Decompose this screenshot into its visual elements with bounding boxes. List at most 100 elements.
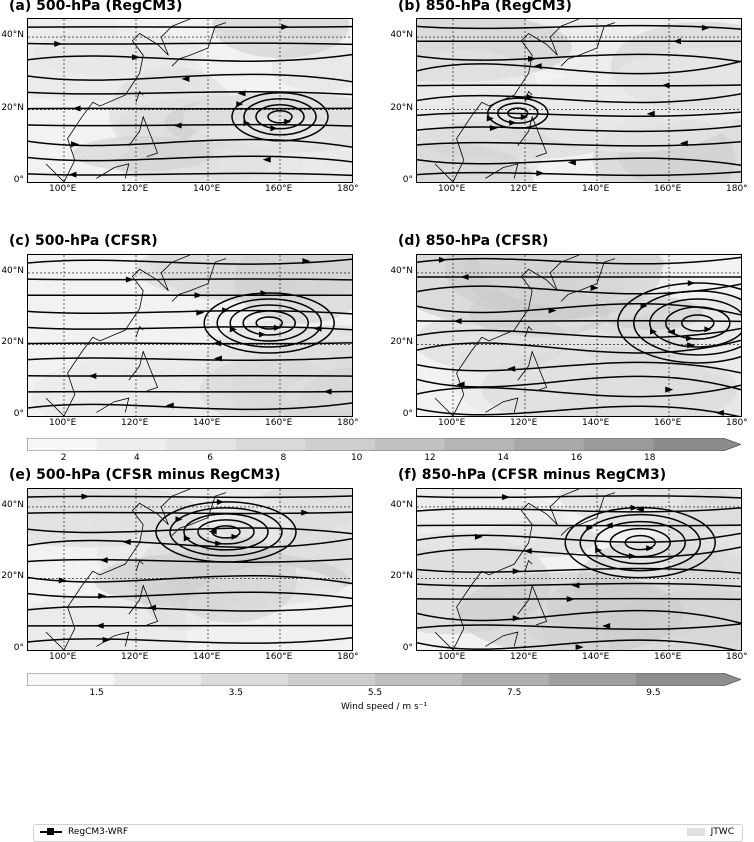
lon-tick-label: 100°E	[438, 418, 466, 428]
colorbar-tick-label: 18	[644, 453, 656, 463]
lon-tick-label: 120°E	[121, 652, 149, 662]
streamline-map-e	[27, 488, 353, 651]
colorbar-segment	[235, 438, 306, 451]
colorbar-tick-label: 4	[134, 453, 140, 463]
lon-tick-label: 180°	[337, 652, 359, 662]
lon-tick-label: 120°E	[121, 184, 149, 194]
colorbar-segment	[653, 438, 724, 451]
lon-tick-label: 160°E	[265, 652, 293, 662]
streamline-map-a	[27, 18, 353, 183]
colorbar-segment	[375, 673, 463, 686]
lon-tick-label: 120°E	[121, 418, 149, 428]
lat-tick-label: 0°	[13, 409, 24, 419]
colorbar-tick-label: 5.5	[367, 688, 383, 698]
lon-tick-label: 120°E	[510, 652, 538, 662]
streamline-map-d	[416, 254, 742, 417]
colorbar-segment	[636, 673, 724, 686]
lon-tick-label: 100°E	[438, 184, 466, 194]
map-svg-b	[417, 19, 741, 182]
legend-item-regcm3-wrf: RegCM3-WRF	[40, 827, 128, 837]
lon-tick-label: 140°E	[193, 184, 221, 194]
colorbar-tick-label: 2	[60, 453, 67, 463]
colorbar-extend-arrow	[723, 673, 741, 686]
lon-tick-label: 100°E	[438, 652, 466, 662]
colorbar-segment	[549, 673, 637, 686]
colorbar-tick-label: 7.5	[507, 688, 522, 698]
colorbar-segment	[444, 438, 515, 451]
lat-tick-label: 40°N	[1, 30, 24, 41]
lon-tick-label: 120°E	[510, 184, 538, 194]
lon-tick-label: 160°E	[654, 184, 682, 194]
lon-tick-label: 180°	[726, 418, 748, 428]
map-svg-e	[28, 489, 352, 650]
legend-item-jtwc: JTWC	[686, 827, 734, 837]
lon-tick-label: 180°	[726, 184, 748, 194]
panel-title-e: (e) 500-hPa (CFSR minus RegCM3)	[9, 467, 281, 483]
colorbar-segment	[27, 673, 115, 686]
lon-tick-label: 140°E	[582, 184, 610, 194]
lon-tick-label: 160°E	[265, 184, 293, 194]
panel-title-d: (d) 850-hPa (CFSR)	[398, 233, 549, 249]
lat-tick-label: 20°N	[390, 102, 413, 113]
colorbar-segment	[114, 673, 202, 686]
lon-tick-label: 180°	[726, 652, 748, 662]
colorbar-segment	[305, 438, 376, 451]
colorbar-tick-label: 8	[280, 453, 287, 463]
legend-label-jtwc: JTWC	[710, 827, 734, 837]
legend-label-regcm3-wrf: RegCM3-WRF	[68, 827, 129, 837]
colorbar-svg	[26, 672, 743, 687]
lon-tick-label: 100°E	[49, 184, 77, 194]
colorbar-segment	[583, 438, 654, 451]
colorbar-tick-label: 9.5	[646, 688, 661, 698]
streamline-map-b	[416, 18, 742, 183]
colorbar-svg	[26, 437, 743, 452]
colorbar-tick-label: 16	[570, 453, 583, 463]
lat-tick-label: 40°N	[390, 265, 413, 276]
panel-title-c: (c) 500-hPa (CFSR)	[9, 233, 158, 249]
colorbar-bottom	[26, 671, 743, 687]
panel-title-f: (f) 850-hPa (CFSR minus RegCM3)	[398, 467, 667, 483]
streamline-map-c	[27, 254, 353, 417]
colorbar-bottom-title: Wind speed / m s⁻¹	[340, 702, 428, 712]
colorbar-tick-label: 1.5	[89, 688, 104, 698]
lon-tick-label: 140°E	[582, 418, 610, 428]
lon-tick-label: 160°E	[265, 418, 293, 428]
lat-tick-label: 0°	[402, 409, 413, 419]
lon-tick-label: 140°E	[193, 418, 221, 428]
colorbar-top	[26, 436, 743, 452]
colorbar-segment	[27, 438, 98, 451]
lat-tick-label: 40°N	[390, 499, 413, 510]
colorbar-tick-label: 14	[497, 453, 509, 463]
lat-tick-label: 0°	[13, 175, 24, 185]
map-svg-a	[28, 19, 352, 182]
lon-tick-label: 120°E	[510, 418, 538, 428]
colorbar-tick-label: 3.5	[228, 688, 243, 698]
lat-tick-label: 0°	[402, 175, 413, 185]
lat-tick-label: 20°N	[390, 337, 413, 348]
map-svg-f	[417, 489, 741, 650]
lon-tick-label: 160°E	[654, 652, 682, 662]
lon-tick-label: 100°E	[49, 418, 77, 428]
lon-tick-label: 180°	[337, 418, 359, 428]
lat-tick-label: 20°N	[390, 571, 413, 582]
lon-tick-label: 140°E	[193, 652, 221, 662]
legend-box: RegCM3-WRF JTWC	[33, 824, 743, 842]
lon-tick-label: 140°E	[582, 652, 610, 662]
legend-fill-swatch-icon	[686, 828, 705, 836]
panel-title-b: (b) 850-hPa (RegCM3)	[398, 0, 572, 14]
map-svg-d	[417, 255, 741, 416]
colorbar-segment	[96, 438, 167, 451]
colorbar-tick-label: 6	[207, 453, 214, 463]
colorbar-segment	[514, 438, 585, 451]
lat-tick-label: 20°N	[1, 337, 24, 348]
colorbar-segment	[288, 673, 376, 686]
colorbar-tick-label: 12	[424, 453, 436, 463]
colorbar-segment	[166, 438, 237, 451]
colorbar-segment	[201, 673, 289, 686]
lon-tick-label: 180°	[337, 184, 359, 194]
lon-tick-label: 100°E	[49, 652, 77, 662]
colorbar-segment	[375, 438, 446, 451]
streamline-map-f	[416, 488, 742, 651]
colorbar-segment	[462, 673, 550, 686]
lat-tick-label: 20°N	[1, 571, 24, 582]
